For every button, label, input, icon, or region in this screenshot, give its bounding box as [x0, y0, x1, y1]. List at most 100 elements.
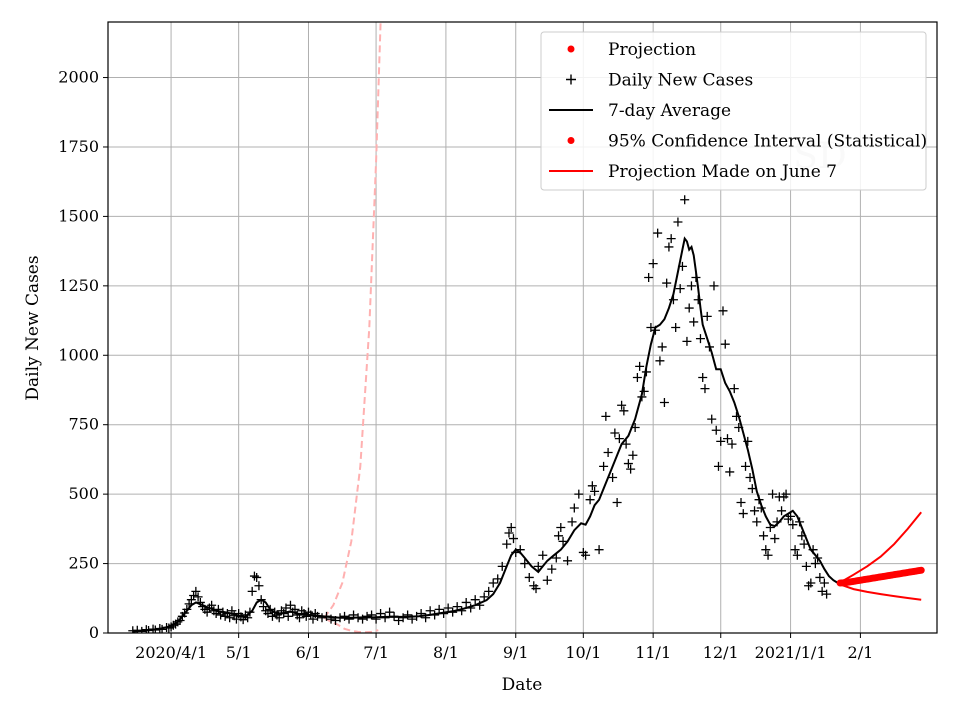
daily-case-point	[657, 342, 667, 352]
daily-case-point	[193, 592, 203, 602]
daily-case-point	[810, 559, 820, 569]
x-tick-label: 8/1	[433, 643, 459, 662]
daily-case-point	[768, 489, 778, 499]
x-axis-label: Date	[502, 675, 543, 695]
x-axis: 2020/4/1 5/1 6/1 7/1 8/1 9/1 10/1 11/1 12/1 2021/…	[135, 633, 873, 662]
daily-case-point	[684, 303, 694, 313]
daily-case-point	[707, 414, 717, 424]
daily-case-point	[621, 439, 631, 449]
daily-case-point	[822, 589, 832, 599]
daily-case-point	[385, 607, 395, 617]
daily-case-point	[281, 603, 291, 613]
legend-entry-label: Projection Made on June 7	[608, 162, 837, 182]
daily-case-point	[274, 613, 284, 623]
daily-case-point	[425, 606, 435, 616]
y-tick-label: 1500	[58, 206, 99, 225]
x-tick-label: 9/1	[503, 643, 529, 662]
daily-case-point	[817, 586, 827, 596]
daily-case-point	[531, 584, 541, 594]
daily-case-point	[202, 607, 212, 617]
daily-case-point	[623, 459, 633, 469]
daily-case-point	[759, 531, 769, 541]
x-tick-label: 2/1	[848, 643, 874, 662]
daily-case-point	[403, 610, 413, 620]
daily-case-point	[648, 259, 658, 269]
daily-case-point	[608, 472, 618, 482]
x-tick-label: 7/1	[363, 643, 389, 662]
daily-case-point	[267, 611, 277, 621]
daily-case-point	[502, 539, 512, 549]
daily-case-point	[285, 600, 295, 610]
ci-lower-line	[839, 583, 922, 601]
axes-frame	[107, 21, 938, 634]
daily-case-point	[254, 581, 264, 591]
daily-case-point	[686, 281, 696, 291]
daily-case-point	[567, 517, 577, 527]
daily-case-point	[574, 489, 584, 499]
daily-case-point	[542, 575, 552, 585]
y-tick-label: 750	[68, 415, 99, 434]
daily-case-point	[689, 317, 699, 327]
daily-case-point	[716, 436, 726, 446]
daily-case-point	[594, 545, 604, 555]
daily-case-point	[711, 425, 721, 435]
daily-case-point	[362, 611, 372, 621]
daily-case-point	[639, 386, 649, 396]
daily-case-point	[752, 517, 762, 527]
daily-case-point	[551, 553, 561, 563]
y-tick-label: 0	[89, 623, 99, 642]
daily-case-point	[317, 613, 327, 623]
daily-case-point	[695, 334, 705, 344]
daily-case-point	[725, 467, 735, 477]
daily-case-point	[632, 372, 642, 382]
daily-case-point	[533, 561, 543, 571]
grid	[108, 22, 937, 634]
daily-case-point	[479, 592, 489, 602]
daily-case-point	[781, 489, 791, 499]
daily-case-point	[646, 323, 656, 332]
daily-case-point	[761, 545, 771, 555]
y-tick-label: 1250	[58, 276, 99, 295]
daily-case-point	[614, 434, 624, 444]
y-tick-label: 1000	[58, 345, 99, 364]
daily-case-point	[506, 522, 516, 532]
daily-case-point	[729, 384, 739, 394]
daily-case-point	[671, 323, 681, 332]
daily-case-point	[655, 356, 665, 366]
daily-case-point	[770, 534, 780, 544]
daily-case-point	[819, 578, 829, 588]
daily-case-point	[659, 397, 669, 407]
daily-case-point	[619, 406, 629, 416]
legend-entry-label: Projection	[608, 40, 696, 60]
y-tick-label: 500	[68, 484, 99, 503]
daily-case-point	[682, 336, 692, 346]
daily-case-point	[484, 586, 494, 596]
daily-case-point	[213, 604, 223, 614]
june7-projection-upper-line	[323, 22, 382, 619]
plot-area	[128, 22, 925, 633]
daily-case-point	[599, 461, 609, 471]
daily-case-point	[225, 613, 235, 623]
daily-case-point	[590, 486, 600, 496]
daily-case-point	[666, 234, 676, 244]
daily-case-point	[581, 550, 591, 560]
daily-case-point	[610, 428, 620, 438]
daily-case-point	[673, 217, 683, 227]
daily-case-point	[189, 591, 199, 601]
daily-case-point	[258, 602, 268, 612]
daily-case-point	[700, 384, 710, 394]
x-tick-label: 6/1	[296, 643, 322, 662]
daily-case-point	[252, 572, 262, 582]
ci-upper-line	[839, 511, 922, 584]
daily-case-point	[344, 614, 354, 624]
y-tick-label: 1750	[58, 137, 99, 156]
daily-case-point	[497, 561, 507, 571]
daily-case-point	[249, 571, 259, 581]
daily-case-point	[358, 614, 368, 624]
daily-case-point	[801, 561, 811, 571]
daily-case-point	[738, 509, 748, 519]
seven-day-average-line	[132, 236, 839, 633]
legend: Projection Daily New Cases 7-day Average 95…	[540, 31, 927, 191]
daily-case-point	[799, 539, 809, 549]
